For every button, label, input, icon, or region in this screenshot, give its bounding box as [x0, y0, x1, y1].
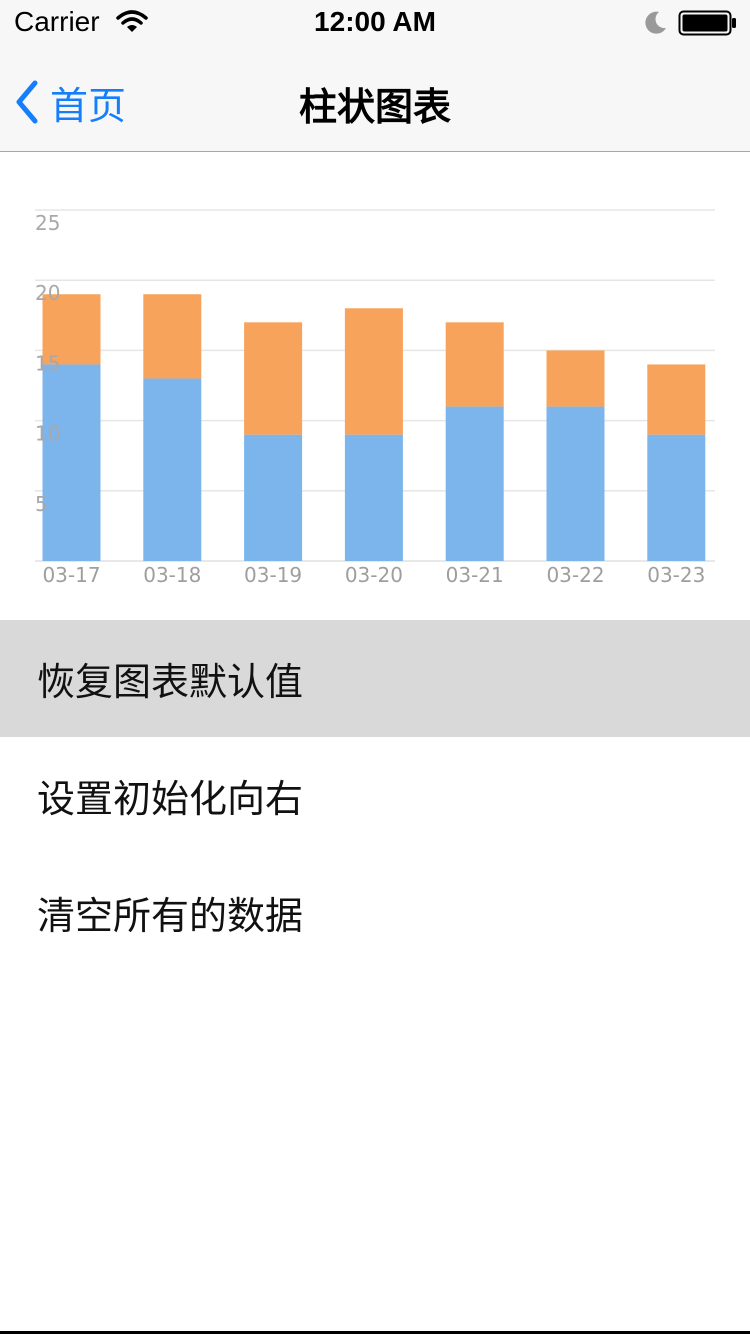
page-title: 柱状图表: [298, 85, 451, 129]
x-tick-label: 03-18: [143, 563, 201, 587]
bar-series-2-03-19: [244, 322, 303, 435]
bar-series-1-03-21: [445, 406, 504, 561]
clear-all-data-item[interactable]: 清空所有的数据: [0, 854, 750, 971]
carrier-label: Carrier: [14, 6, 100, 37]
bar-series-2-03-17: [42, 294, 101, 365]
bar-series-2-03-23: [647, 364, 706, 435]
stacked-bar-chart: 03-17 03-18 03-19 03-20 03-21 03-22 03-23 5 10 15…: [35, 209, 715, 587]
bar-series-1-03-22: [546, 406, 605, 561]
navigation-bar: 首页 柱状图表: [0, 40, 750, 152]
y-tick-label: 15: [35, 351, 60, 375]
bar-series-1-03-20: [344, 434, 403, 561]
wifi-icon: [116, 10, 148, 32]
menu-list: 恢复图表默认值 设置初始化向右 清空所有的数据: [0, 620, 750, 971]
y-tick-label: 25: [35, 211, 60, 235]
x-tick-label: 03-19: [244, 563, 302, 587]
x-tick-label: 03-20: [345, 563, 403, 587]
chevron-left-icon: [16, 80, 38, 124]
set-initial-right-item[interactable]: 设置初始化向右: [0, 737, 750, 854]
x-tick-label: 03-22: [546, 563, 604, 587]
bar-series-2-03-21: [445, 322, 504, 407]
bar-series-1-03-23: [647, 434, 706, 561]
bar-series-2-03-20: [344, 308, 403, 435]
x-tick-label: 03-21: [446, 563, 504, 587]
bar-series-1-03-19: [244, 434, 303, 561]
x-tick-label: 03-17: [42, 563, 100, 587]
bar-series-2-03-18: [143, 294, 202, 379]
y-tick-label: 5: [35, 492, 48, 516]
battery-icon: [678, 10, 736, 36]
x-tick-label: 03-23: [647, 563, 705, 587]
bar-series-2-03-22: [546, 350, 605, 407]
clock: 12:00 AM: [314, 6, 436, 37]
y-tick-label: 20: [35, 281, 60, 305]
bottom-edge: [0, 1331, 750, 1334]
moon-icon: [645, 11, 666, 34]
bar-series-1-03-17: [42, 364, 101, 561]
restore-chart-defaults-item[interactable]: 恢复图表默认值: [0, 620, 750, 737]
y-tick-label: 10: [35, 422, 60, 446]
status-bar: Carrier 12:00 AM: [0, 0, 750, 40]
back-button[interactable]: 首页: [14, 74, 126, 130]
bar-series-1-03-18: [143, 378, 202, 561]
back-label: 首页: [50, 83, 127, 128]
